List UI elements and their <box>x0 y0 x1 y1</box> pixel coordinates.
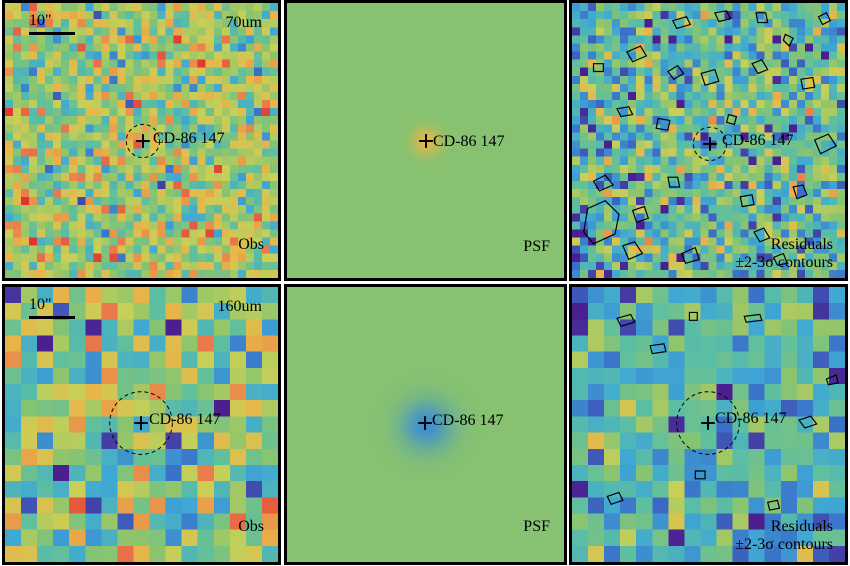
residuals-160um-overlay <box>606 311 839 511</box>
source-name-label: CD-86 147 <box>432 412 504 429</box>
panel-70um-residuals: CD-86 147 Residuals ±2-3σ contours <box>569 0 848 281</box>
source-marker <box>418 416 432 430</box>
scale-bar: 10" <box>29 297 75 319</box>
residuals-label-line1: Residuals <box>770 518 833 535</box>
scale-bar-line <box>29 32 75 35</box>
panel-70um-obs: 10" 70um CD-86 147 Obs <box>2 0 281 281</box>
source-name-label: CD-86 147 <box>722 132 794 149</box>
scale-bar-label: 10" <box>29 296 52 313</box>
panel-label-residuals: Residuals ±2-3σ contours <box>735 236 833 272</box>
obs-70um-overlay <box>125 123 161 159</box>
source-marker <box>419 134 433 148</box>
residuals-70um-image <box>572 3 845 278</box>
source-marker <box>703 137 717 151</box>
residuals-label-line2: ±2-3σ contours <box>735 536 833 553</box>
aperture-circle <box>676 391 740 455</box>
panel-160um-obs: 10" 160um CD-86 147 Obs <box>2 284 281 565</box>
source-marker <box>701 416 715 430</box>
source-name-label: CD-86 147 <box>433 133 505 150</box>
panel-label-obs: Obs <box>238 518 264 535</box>
aperture-circle <box>692 126 728 162</box>
panel-160um-residuals: CD-86 147 Residuals ±2-3σ contours <box>569 284 848 565</box>
source-name-label: CD-86 147 <box>149 411 221 428</box>
residuals-label-line2: ±2-3σ contours <box>735 254 833 271</box>
residuals-label-line1: Residuals <box>770 236 833 253</box>
scale-bar: 10" <box>29 13 75 35</box>
source-marker <box>134 416 148 430</box>
panel-160um-psf: CD-86 147 PSF <box>284 284 567 565</box>
wavelength-label: 70um <box>225 14 262 31</box>
psf-70um-overlay <box>419 134 433 148</box>
wavelength-label: 160um <box>217 298 262 315</box>
panel-label-obs: Obs <box>238 236 264 253</box>
aperture-circle <box>109 391 173 455</box>
panel-70um-psf: CD-86 147 PSF <box>284 0 567 281</box>
obs-160um-overlay <box>109 391 173 455</box>
scale-bar-label: 10" <box>29 12 52 29</box>
source-name-label: CD-86 147 <box>153 130 225 147</box>
scale-bar-line <box>29 316 75 319</box>
residuals-70um-overlay <box>583 10 838 266</box>
psf-160um-overlay <box>418 416 432 430</box>
panel-label-psf: PSF <box>523 238 550 255</box>
contour-lines <box>583 10 838 266</box>
panel-label-psf: PSF <box>523 518 550 535</box>
panel-label-residuals: Residuals ±2-3σ contours <box>735 518 833 554</box>
aperture-circle <box>125 123 161 159</box>
contour-lines <box>606 311 839 511</box>
source-name-label: CD-86 147 <box>715 410 787 427</box>
source-marker <box>136 134 150 148</box>
